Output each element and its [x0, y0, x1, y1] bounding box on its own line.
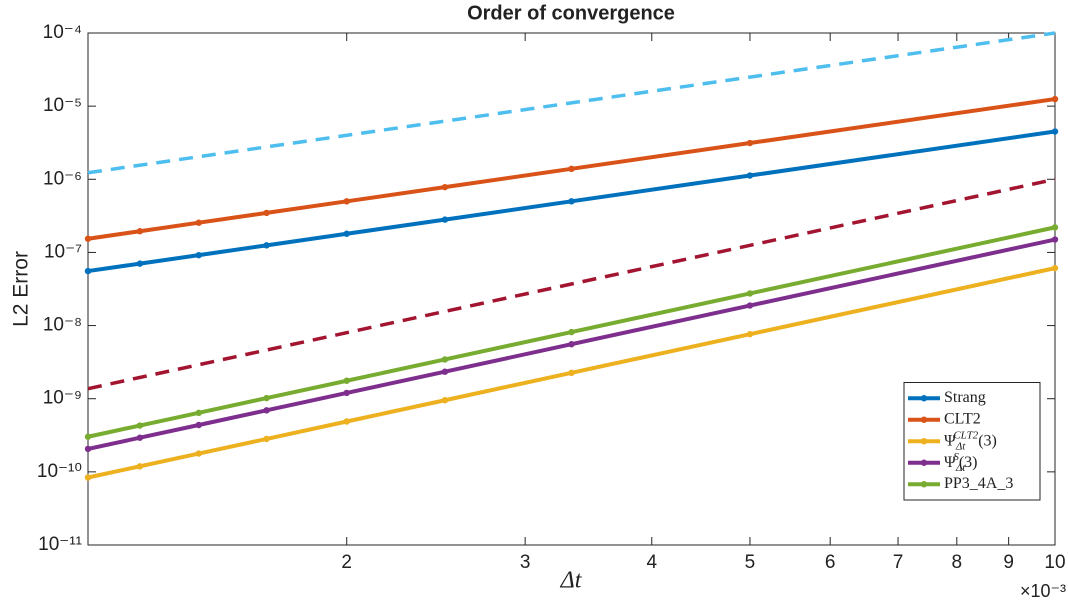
legend-swatch-marker: [920, 416, 928, 423]
data-point: [263, 407, 270, 414]
legend-label: ΨΔtS(3): [944, 450, 977, 473]
data-point: [263, 394, 270, 402]
reference-line: [87, 31, 1056, 175]
data-point: [84, 474, 92, 481]
x-tick-label: 6: [825, 552, 836, 573]
data-point: [343, 389, 350, 397]
data-point: [746, 290, 754, 297]
data-point: [84, 267, 92, 275]
y-tick-label: 10⁻⁷: [44, 241, 82, 262]
data-point: [195, 409, 202, 417]
data-point: [568, 369, 575, 377]
data-point: [343, 418, 350, 425]
x-axis-label: Δt: [560, 568, 583, 594]
data-point: [1051, 236, 1059, 243]
data-point: [136, 260, 144, 267]
chart-title: Order of convergence: [467, 2, 675, 24]
reference-line: [87, 177, 1056, 391]
data-point: [441, 368, 449, 375]
y-tick-label: 10⁻⁹: [43, 388, 82, 409]
x-tick-label: 8: [952, 552, 963, 573]
data-point: [441, 397, 449, 404]
legend-label: CLT2: [944, 410, 981, 427]
data-point: [195, 450, 202, 457]
plot-area: [87, 32, 1056, 546]
y-tick-label: 10⁻⁴: [43, 22, 82, 43]
data-point: [343, 198, 350, 205]
data-point: [746, 139, 754, 147]
data-point: [441, 356, 449, 363]
data-point: [1051, 128, 1059, 135]
y-tick-label: 10⁻⁶: [43, 168, 82, 189]
x-tick-label: 2: [341, 552, 352, 573]
data-point: [568, 165, 575, 173]
x-tick-label: 7: [893, 552, 904, 573]
data-point: [263, 209, 270, 217]
data-point: [195, 421, 202, 429]
y-axis-label: L2 Error: [10, 251, 33, 327]
data-point: [441, 216, 449, 223]
data-point: [84, 445, 92, 453]
data-point: [746, 302, 754, 309]
data-point: [84, 235, 92, 242]
data-point: [746, 330, 754, 338]
x-tick-label: 9: [1003, 552, 1014, 573]
data-point: [1051, 264, 1059, 272]
legend-label: PP3_4A_3: [944, 475, 1013, 492]
data-point: [136, 228, 144, 235]
x-tick-label: 3: [520, 552, 531, 573]
y-tick-label: 10⁻⁵: [43, 95, 82, 116]
legend-label: ΨΔtCLT2(3): [944, 429, 997, 452]
data-point: [136, 463, 144, 470]
data-point: [136, 434, 144, 441]
data-point: [441, 183, 449, 191]
data-point: [195, 251, 202, 259]
legend-swatch-marker: [920, 481, 928, 488]
data-point: [746, 172, 754, 179]
data-point: [568, 328, 575, 336]
data-point: [1051, 224, 1059, 231]
y-tick-label: 10⁻¹¹: [38, 534, 82, 555]
legend-swatch-marker: [920, 438, 928, 445]
data-point: [1051, 95, 1059, 103]
x-tick-label: 4: [646, 552, 657, 573]
data-point: [195, 219, 202, 226]
data-point: [263, 242, 270, 249]
data-point: [343, 377, 350, 384]
data-point: [568, 341, 575, 348]
data-point: [263, 435, 270, 443]
legend-swatch-marker: [920, 459, 928, 466]
x-tick-label: 10: [1044, 552, 1065, 573]
x-exponent-label: ×10⁻³: [1020, 581, 1066, 601]
legend-swatch-marker: [920, 395, 928, 402]
data-point: [568, 198, 575, 205]
x-tick-label: 5: [745, 552, 756, 573]
y-tick-label: 10⁻¹⁰: [37, 461, 82, 482]
legend-label: Strang: [944, 389, 986, 406]
y-tick-label: 10⁻⁸: [43, 315, 82, 336]
data-point: [343, 230, 350, 237]
data-point: [84, 433, 92, 440]
data-point: [136, 422, 144, 429]
